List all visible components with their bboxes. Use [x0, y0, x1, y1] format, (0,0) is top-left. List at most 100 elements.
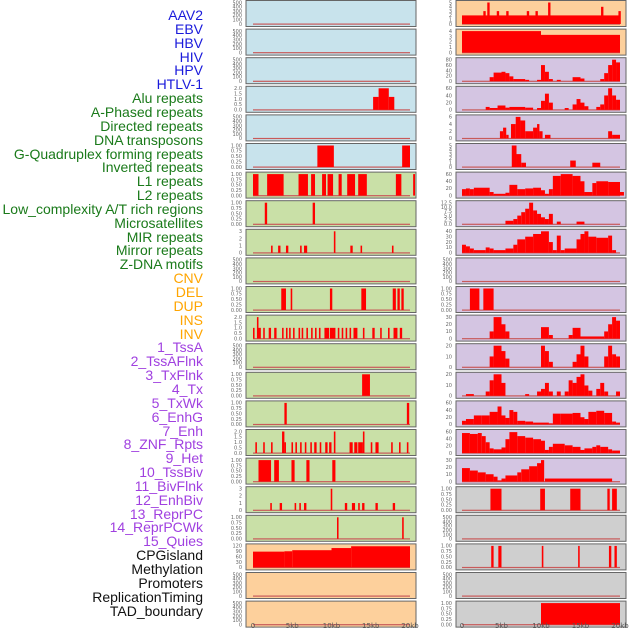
track-label: HPV [174, 62, 203, 79]
bar [612, 421, 617, 425]
bar [592, 183, 597, 196]
bar [284, 551, 293, 568]
baseline [462, 595, 620, 597]
track-label: AAV2 [168, 7, 203, 23]
bar [505, 73, 510, 82]
bar [473, 187, 490, 196]
bar [517, 189, 526, 196]
y-tick-label: 0.0 [234, 108, 242, 114]
bar [300, 245, 302, 253]
bar [281, 288, 286, 310]
bar [612, 95, 617, 110]
y-tick-label: 200 [232, 356, 242, 362]
bar [485, 442, 490, 453]
y-tick-label: 30 [446, 315, 452, 321]
y-tick-label: 0 [239, 365, 242, 371]
panel-background [245, 228, 417, 256]
panel-left: 1.000.750.500.250.00 [231, 457, 417, 485]
panel-left: 1.000.750.500.250.00 [231, 400, 417, 428]
bar [358, 503, 360, 511]
panel-background [455, 514, 627, 542]
bar [375, 442, 379, 453]
y-tick-label: 100 [232, 46, 242, 52]
y-tick-label: 0 [239, 508, 242, 514]
bar [505, 358, 510, 368]
y-tick-label: 1.00 [231, 515, 242, 521]
bar [541, 34, 620, 53]
panel-background [245, 200, 417, 228]
y-tick-label: 500 [442, 258, 452, 264]
baseline [462, 395, 620, 397]
bar [279, 503, 283, 511]
bar [489, 77, 494, 82]
bar [608, 449, 613, 453]
y-tick-label: 20 [446, 465, 452, 471]
track-label: HTLV-1 [156, 76, 203, 93]
track-label: CPGisland [136, 547, 203, 564]
y-tick-label: 60 [446, 63, 452, 69]
y-tick-label: 200 [232, 128, 242, 134]
bar [596, 237, 609, 253]
y-tick-label: 0.00 [441, 565, 452, 571]
y-tick-label: 100 [232, 618, 242, 624]
bar [473, 250, 486, 253]
y-tick-label: 0 [449, 136, 452, 142]
baseline [253, 52, 410, 54]
panel-background [245, 28, 417, 56]
y-tick-label: 20 [446, 322, 452, 328]
bar [485, 247, 490, 253]
bar [533, 210, 538, 225]
bar [572, 104, 577, 110]
x-tick-label: 20kb [611, 622, 629, 630]
bar [509, 410, 514, 425]
bar [604, 73, 609, 82]
baseline [462, 80, 620, 82]
y-tick-label: 400 [442, 262, 452, 268]
baseline [462, 509, 620, 511]
track-label: Mirror repeats [115, 242, 203, 259]
track-label: 7_Enh [162, 422, 203, 439]
x-tick-label: 5kb [495, 622, 509, 630]
bar [336, 517, 339, 539]
baseline [253, 109, 410, 111]
y-tick-label: 20 [446, 444, 452, 450]
bar [548, 446, 553, 453]
y-tick-label: 1.0 [234, 326, 242, 332]
bar [608, 131, 613, 139]
bar [362, 374, 370, 396]
y-tick-label: 0.5 [234, 331, 242, 337]
bar [515, 116, 521, 139]
bar [517, 472, 522, 482]
bar [354, 442, 358, 453]
bar [392, 288, 396, 310]
bar [362, 431, 365, 453]
y-tick-label: 0 [449, 336, 452, 342]
bar [556, 221, 561, 225]
y-tick-label: 0 [239, 279, 242, 285]
baseline [462, 309, 620, 311]
bar [584, 448, 593, 453]
track-label: Low_complexity A/T rich regions [2, 200, 204, 217]
bar [263, 442, 265, 453]
bar [544, 193, 549, 196]
bar [465, 188, 470, 196]
bar [312, 202, 316, 225]
bar [529, 466, 538, 482]
y-tick-label: 7.5 [444, 209, 452, 215]
bar [462, 15, 620, 24]
bar [358, 174, 367, 196]
bar [462, 420, 466, 425]
bar [505, 248, 514, 253]
bar [505, 220, 514, 225]
bar [580, 336, 605, 339]
y-tick-label: 1 [449, 161, 452, 167]
y-tick-label: 2 [449, 129, 452, 135]
bar [588, 236, 597, 253]
bar [576, 376, 581, 396]
y-tick-label: 500 [232, 0, 242, 6]
bar [556, 391, 561, 396]
bar [477, 472, 486, 482]
